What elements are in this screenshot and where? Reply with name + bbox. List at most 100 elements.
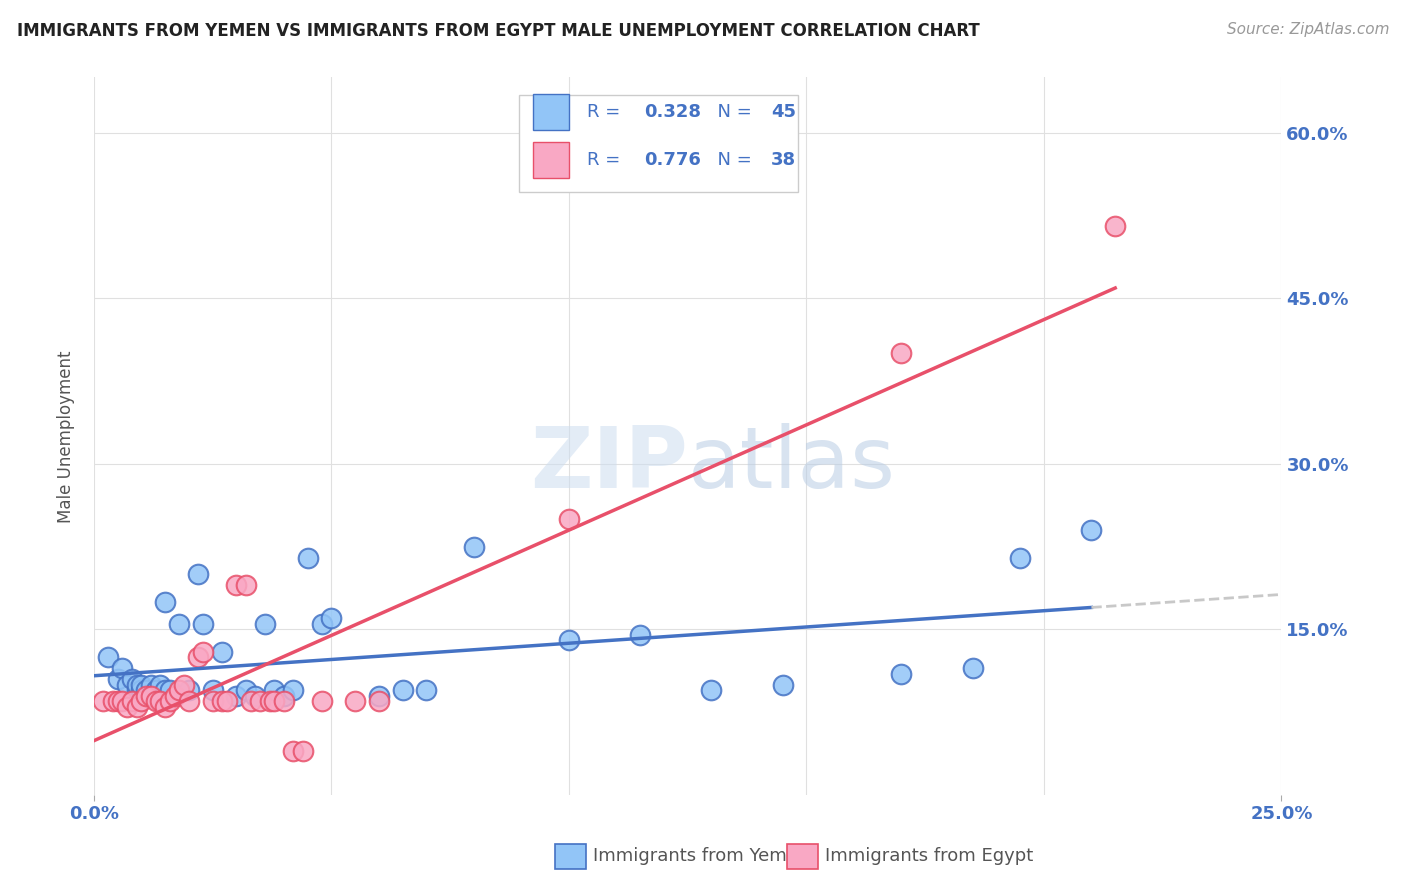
Point	[159, 694, 181, 708]
Point	[253, 616, 276, 631]
Bar	[533, 142, 569, 178]
Point	[93, 694, 115, 708]
Point	[311, 616, 333, 631]
Point	[125, 683, 148, 698]
Point	[211, 644, 233, 658]
Point	[368, 689, 391, 703]
Point	[344, 694, 367, 708]
Point	[131, 683, 153, 698]
Point	[215, 694, 238, 708]
Point	[187, 567, 209, 582]
Point	[273, 689, 295, 703]
Point	[311, 694, 333, 708]
Point	[1080, 523, 1102, 537]
Point	[139, 678, 162, 692]
Point	[263, 683, 285, 698]
Point	[415, 683, 437, 698]
Point	[201, 694, 224, 708]
Point	[201, 683, 224, 698]
Point	[173, 678, 195, 692]
Point	[163, 689, 186, 703]
Point	[235, 683, 257, 698]
Point	[263, 694, 285, 708]
Point	[772, 678, 794, 692]
Point	[121, 672, 143, 686]
Point	[125, 699, 148, 714]
Point	[111, 694, 134, 708]
Point	[153, 683, 176, 698]
Point	[131, 678, 153, 692]
Point	[149, 678, 172, 692]
Point	[135, 689, 157, 703]
Point	[235, 578, 257, 592]
Text: N =: N =	[706, 103, 756, 121]
Point	[193, 616, 215, 631]
Point	[249, 694, 271, 708]
Point	[149, 694, 172, 708]
Text: N =: N =	[706, 151, 756, 169]
Point	[97, 650, 120, 665]
Point	[283, 744, 305, 758]
Point	[273, 694, 295, 708]
Point	[225, 578, 247, 592]
Point	[321, 611, 343, 625]
Point	[139, 689, 162, 703]
Point	[169, 683, 191, 698]
Point	[890, 666, 912, 681]
Point	[101, 694, 124, 708]
Text: Immigrants from Egypt: Immigrants from Egypt	[825, 847, 1033, 865]
Point	[391, 683, 413, 698]
Point	[139, 689, 162, 703]
Point	[169, 616, 191, 631]
Point	[153, 699, 176, 714]
Y-axis label: Male Unemployment: Male Unemployment	[58, 350, 75, 523]
Point	[145, 694, 167, 708]
Point	[145, 683, 167, 698]
Point	[1104, 219, 1126, 234]
Point	[177, 694, 200, 708]
Point	[239, 694, 262, 708]
Text: Immigrants from Yemen: Immigrants from Yemen	[593, 847, 810, 865]
Point	[558, 633, 581, 648]
Text: 38: 38	[770, 151, 796, 169]
Bar	[519, 95, 799, 193]
Text: 45: 45	[770, 103, 796, 121]
Point	[558, 512, 581, 526]
Point	[111, 661, 134, 675]
Point	[368, 694, 391, 708]
Point	[107, 694, 129, 708]
Text: atlas: atlas	[688, 424, 896, 507]
Point	[107, 672, 129, 686]
Point	[211, 694, 233, 708]
Point	[131, 694, 153, 708]
Point	[283, 683, 305, 698]
Point	[187, 650, 209, 665]
Point	[135, 683, 157, 698]
Text: 0.776: 0.776	[644, 151, 700, 169]
Point	[700, 683, 723, 698]
Point	[125, 678, 148, 692]
Point	[153, 595, 176, 609]
Point	[177, 683, 200, 698]
Point	[245, 689, 267, 703]
Text: IMMIGRANTS FROM YEMEN VS IMMIGRANTS FROM EGYPT MALE UNEMPLOYMENT CORRELATION CHA: IMMIGRANTS FROM YEMEN VS IMMIGRANTS FROM…	[17, 22, 980, 40]
Point	[890, 346, 912, 360]
Point	[291, 744, 314, 758]
Point	[115, 699, 138, 714]
Text: R =: R =	[586, 151, 626, 169]
Point	[297, 550, 319, 565]
Point	[121, 694, 143, 708]
Text: R =: R =	[586, 103, 626, 121]
Point	[962, 661, 984, 675]
Text: 0.328: 0.328	[644, 103, 700, 121]
Point	[628, 628, 651, 642]
Text: ZIP: ZIP	[530, 424, 688, 507]
Bar	[533, 94, 569, 130]
Point	[225, 689, 247, 703]
Point	[193, 644, 215, 658]
Point	[463, 540, 485, 554]
Point	[115, 678, 138, 692]
Point	[259, 694, 281, 708]
Point	[159, 683, 181, 698]
Text: Source: ZipAtlas.com: Source: ZipAtlas.com	[1226, 22, 1389, 37]
